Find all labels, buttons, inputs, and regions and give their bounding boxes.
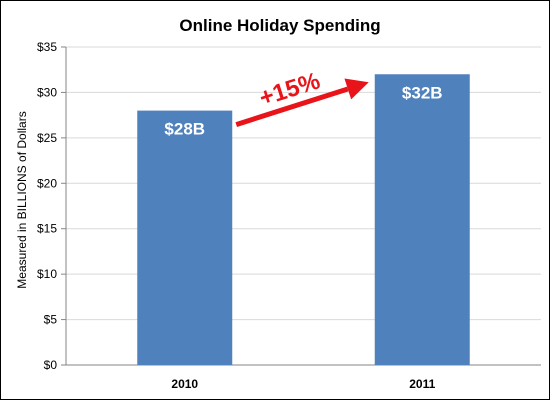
y-tick-label: $20 [37, 176, 57, 190]
bars [137, 74, 470, 365]
growth-annotation: +15% [235, 67, 369, 127]
y-tick-label: $35 [37, 40, 57, 54]
y-tick-label: $5 [44, 313, 58, 327]
x-tick-label-2011: 2011 [409, 377, 435, 391]
data-labels: $28B $32B [164, 83, 442, 138]
y-tick-label: $15 [37, 222, 57, 236]
y-tick-label: $0 [44, 358, 58, 372]
arrow-shaft [235, 86, 349, 127]
bar-2010 [137, 110, 233, 365]
chart-title: Online Holiday Spending [179, 16, 380, 35]
y-tick-label: $25 [37, 131, 57, 145]
data-label-2011: $32B [402, 83, 443, 102]
y-axis-label: Measured in BILLIONS of Dollars [15, 111, 29, 288]
y-tick-label: $10 [37, 267, 57, 281]
x-tick-label-2010: 2010 [171, 377, 198, 391]
x-tick-labels: 2010 2011 [171, 377, 435, 391]
y-tick-labels: $0 $5 $10 $15 $20 $25 $30 $35 [37, 40, 57, 372]
data-label-2010: $28B [164, 120, 205, 139]
arrow-head [344, 78, 369, 100]
y-tick-label: $30 [37, 85, 57, 99]
bar-2011 [374, 74, 470, 365]
